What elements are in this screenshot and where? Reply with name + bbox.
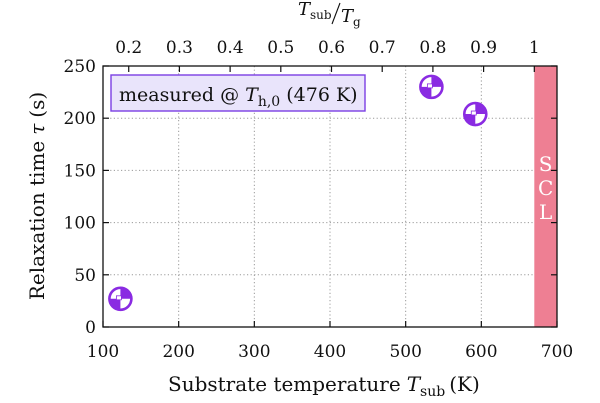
top-tick-label: 0.9 [470, 38, 497, 58]
scl-letter: C [538, 176, 553, 200]
scl-band: SCL [534, 66, 557, 327]
x-tick-label: 700 [541, 342, 573, 362]
data-point [462, 101, 488, 127]
y-tick-label: 50 [74, 266, 96, 286]
top-tick-label: 0.2 [115, 38, 142, 58]
top-tick-label: 0.4 [217, 38, 244, 58]
scl-region [534, 66, 557, 327]
data-point-fill [110, 298, 121, 309]
data-point-fill [421, 86, 432, 97]
svg-text:Tsub: Tsub [298, 0, 332, 22]
top-tick-label: 0.8 [419, 38, 446, 58]
annotation-box: measured @ Th,0 (476 K) [110, 74, 366, 112]
top-axis-title: Tsub Tg [298, 0, 361, 29]
data-point-inset [426, 83, 433, 89]
data-point-fill [120, 288, 131, 299]
x-tick-label: 500 [389, 342, 421, 362]
x-tick-label: 300 [238, 342, 270, 362]
y-tick-label: 100 [64, 214, 96, 234]
data-points [108, 74, 488, 312]
grid [103, 66, 557, 327]
x-axis-title: Substrate temperature Tsub (K) [168, 372, 480, 400]
x-tick-label: 100 [87, 342, 119, 362]
y-tick-label: 200 [64, 109, 96, 129]
svg-text:Tg: Tg [341, 6, 361, 29]
data-point [108, 286, 133, 312]
scl-letter: S [539, 152, 553, 176]
annotation-frame [110, 74, 366, 112]
x-tick-label: 600 [465, 342, 497, 362]
y-tick-label: 150 [64, 161, 96, 181]
scl-letter: L [539, 200, 552, 224]
top-tick-label: 0.7 [369, 38, 396, 58]
top-tick-label: 0.6 [318, 38, 345, 58]
y-tick-label: 250 [64, 57, 96, 77]
top-tick-label: 0.5 [267, 38, 294, 58]
data-point-inset [116, 295, 122, 301]
y-axis-title: Relaxation timeτ(s) [25, 92, 49, 300]
axis-ticks [102, 65, 558, 328]
data-point-inset [470, 110, 477, 116]
x-tick-label: 200 [162, 342, 194, 362]
data-point-fill [431, 76, 442, 87]
top-tick-labels: 0.2 0.3 0.4 0.5 0.6 0.7 0.8 0.9 1 [115, 38, 540, 58]
data-point-fill [475, 104, 486, 115]
y-tick-label: 0 [85, 318, 96, 338]
x-tick-labels: 100 200 300 400 500 600 700 [87, 342, 573, 362]
data-point [419, 74, 444, 100]
y-tick-labels: 0 50 100 150 200 250 [64, 57, 96, 338]
data-point-fill [465, 114, 476, 125]
top-tick-label: 1 [529, 38, 540, 58]
top-tick-label: 0.3 [166, 38, 193, 58]
annotation-text: measured @ Th,0 (476 K) [119, 84, 358, 110]
x-tick-label: 400 [314, 342, 346, 362]
